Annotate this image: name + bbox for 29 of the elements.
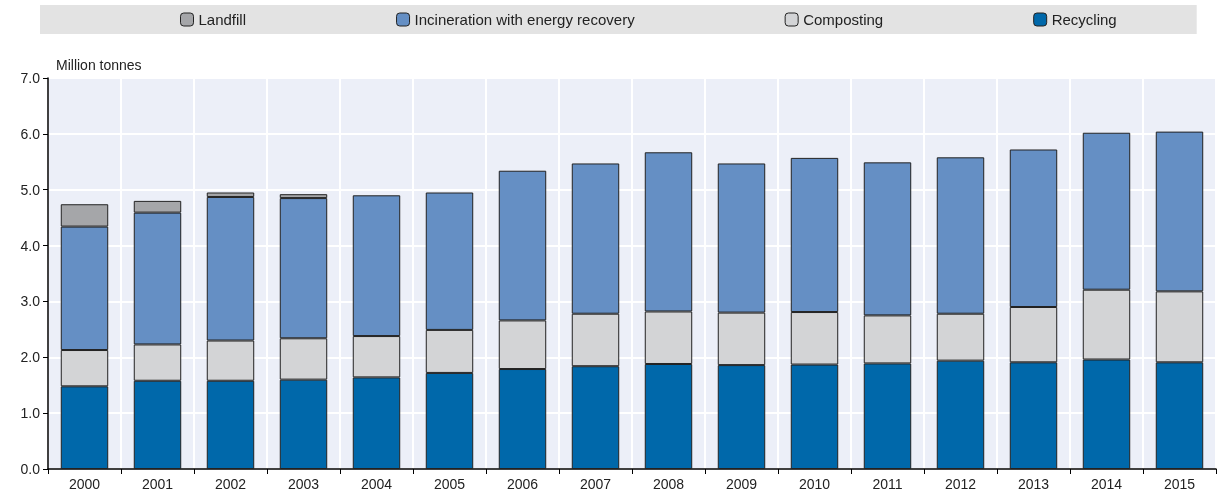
x-tick-label: 2002	[214, 476, 247, 492]
y-tick-label: 1.0	[20, 405, 41, 422]
legend-label: Recycling	[1051, 11, 1117, 28]
x-tick-label: 2006	[506, 476, 539, 492]
x-tick-label: 2010	[798, 476, 831, 492]
x-tick-label: 2012	[944, 476, 977, 492]
y-tick-label: 5.0	[20, 181, 41, 198]
x-tick-label: 2004	[360, 476, 393, 492]
x-tick-label: 2001	[141, 476, 174, 492]
x-tick-label: 2003	[287, 476, 320, 492]
y-tick-label: 0.0	[20, 461, 41, 477]
x-tick-label: 2008	[652, 476, 685, 492]
x-tick-label: 2009	[725, 476, 758, 492]
legend-label: Composting	[803, 11, 884, 28]
x-tick-label: 2013	[1017, 476, 1050, 492]
y-tick-label: 7.0	[20, 70, 41, 86]
x-tick-label: 2014	[1090, 476, 1123, 492]
legend-label: Incineration with energy recovery	[414, 11, 636, 28]
y-axis-title: Million tonnes	[56, 57, 142, 73]
x-tick-label: 2000	[68, 476, 101, 492]
y-tick-label: 4.0	[20, 237, 41, 254]
x-tick-label: 2007	[579, 476, 612, 492]
y-tick-label: 6.0	[20, 125, 41, 142]
x-tick-label: 2011	[872, 476, 903, 492]
x-tick-label: 2015	[1163, 476, 1196, 492]
x-tick-label: 2005	[433, 476, 466, 492]
legend-label: Landfill	[198, 11, 247, 28]
y-tick-label: 2.0	[20, 349, 41, 366]
y-tick-label: 3.0	[20, 293, 41, 310]
